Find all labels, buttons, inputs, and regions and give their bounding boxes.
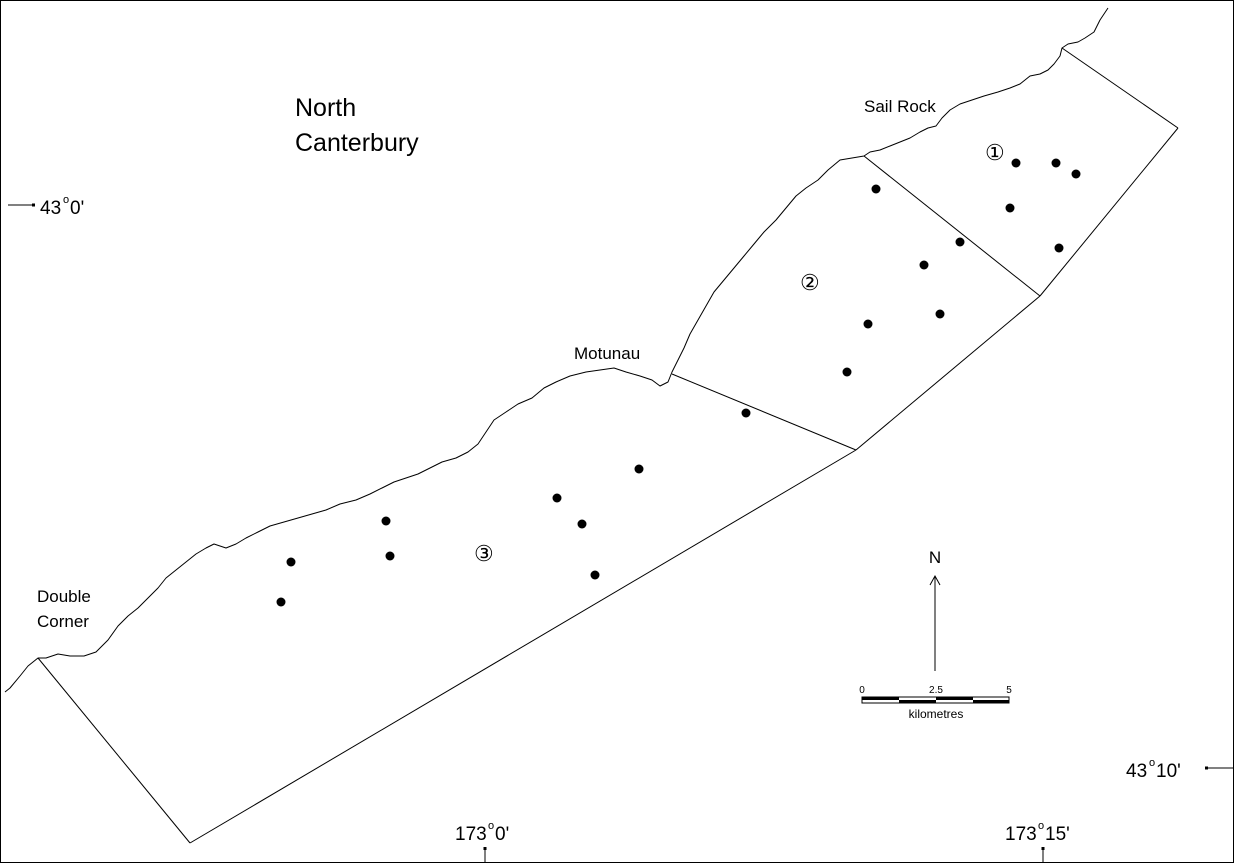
sampling-site [935,309,945,319]
sampling-site [1005,203,1015,213]
place-label-corner: Corner [37,612,89,631]
zone-boundaries [37,47,1179,844]
scale-unit: kilometres [909,707,964,721]
latitude-degrees: 43 [1126,761,1147,782]
longitude-degrees: 173 [455,824,487,845]
degree-symbol: o [488,820,494,832]
longitude-minutes: 15' [1045,824,1070,845]
north-arrow: N [929,548,941,671]
degree-symbol: o [1038,820,1044,832]
latitude-degrees: 43 [40,198,61,219]
region-label-north: North [295,94,356,122]
scale-tick-0: 0 [859,685,865,696]
coastline [4,7,1109,693]
sampling-site [590,570,600,580]
zone-label-2: ② [800,270,820,295]
latitude-minutes: 0' [70,198,84,219]
zone-label-1: ① [985,140,1005,165]
sampling-site [1071,169,1081,179]
sampling-site [385,551,395,561]
longitude-marker-173-15: 173 o 15' [1005,820,1070,862]
sampling-site [577,519,587,529]
longitude-minutes: 0' [495,824,509,845]
latitude-minutes: 10' [1156,761,1181,782]
region-label-canterbury: Canterbury [295,129,419,157]
degree-symbol: o [1149,757,1155,769]
sampling-site [552,493,562,503]
sampling-site [276,597,286,607]
sampling-site [871,184,881,194]
sampling-site [286,557,296,567]
sampling-site [634,464,644,474]
scale-bar: 0 2.5 5 kilometres [859,685,1012,721]
degree-symbol: o [63,194,69,206]
place-label-motunau: Motunau [574,344,640,363]
sampling-sites [276,158,1081,607]
longitude-marker-173-0: 173 o 0' [455,820,509,862]
sampling-site [919,260,929,270]
scale-tick-2-5: 2.5 [929,685,943,696]
scale-tick-5: 5 [1006,685,1012,696]
latitude-marker-43-10: 43 o 10' [1126,757,1233,782]
place-label-double: Double [37,587,91,606]
latitude-marker-43-0: 43 o 0' [8,194,84,219]
sampling-site [863,319,873,329]
sampling-site [955,237,965,247]
north-label: N [929,548,941,567]
sampling-site [1054,243,1064,253]
longitude-degrees: 173 [1005,824,1037,845]
sampling-site [381,516,391,526]
sampling-site [842,367,852,377]
sampling-site [1051,158,1061,168]
sampling-site [1011,158,1021,168]
zone-label-3: ③ [474,541,494,566]
place-label-sail-rock: Sail Rock [864,97,936,116]
sampling-site [741,408,751,418]
